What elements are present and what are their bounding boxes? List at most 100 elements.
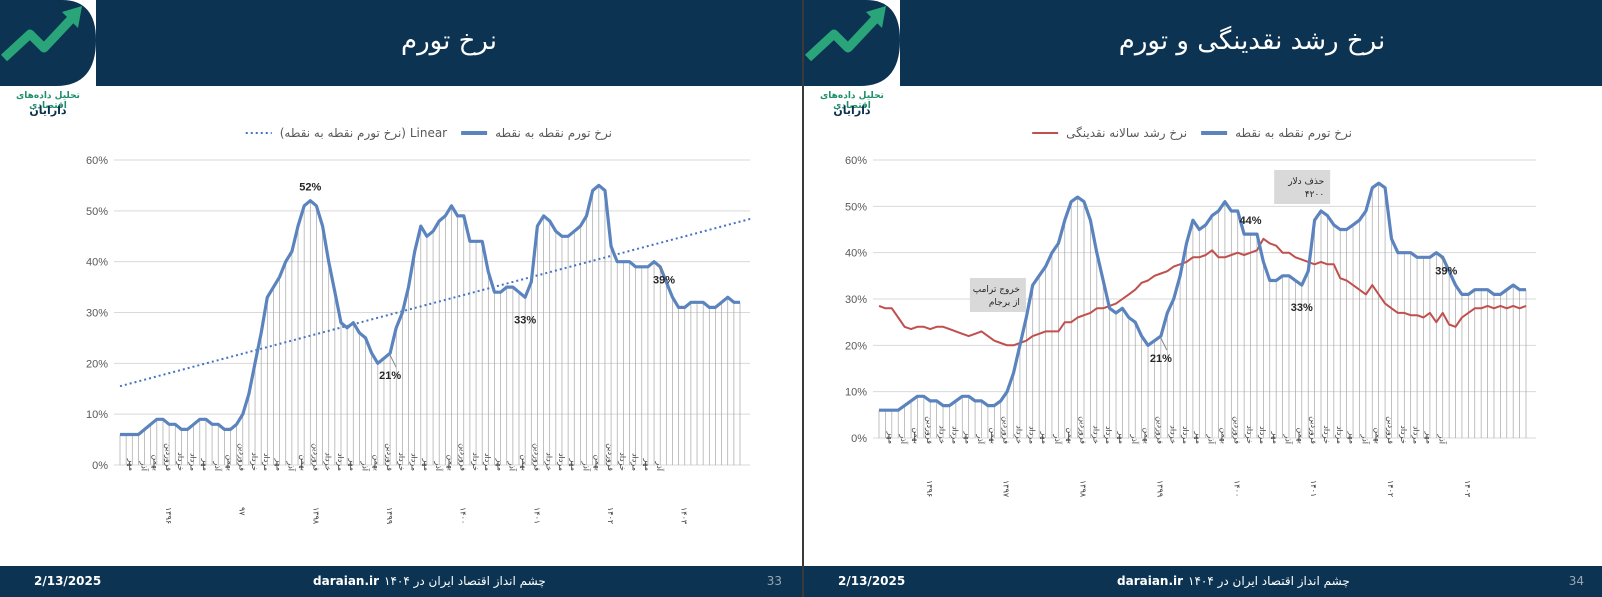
- x-tick-label: خرداد: [1399, 425, 1408, 444]
- x-tick-label: خرداد: [1091, 425, 1100, 444]
- logo-tagline: تحلیل داده‌های اقتصادی: [16, 91, 80, 111]
- y-tick-label: 60%: [86, 155, 108, 167]
- x-year-label: ۱۳۹۹: [1155, 480, 1164, 497]
- x-tick-label: مهر: [1271, 431, 1280, 444]
- x-tick-label: فروردین: [238, 443, 247, 471]
- y-tick-label: 10%: [845, 387, 867, 399]
- x-year-label: ۱۳۹۶: [925, 480, 934, 497]
- x-tick-label: خرداد: [324, 452, 333, 471]
- x-tick-label: مرداد: [1181, 426, 1190, 444]
- x-tick-label: مرداد: [189, 453, 198, 471]
- x-tick-label: آذر: [287, 460, 297, 471]
- x-tick-label: فروردین: [459, 443, 468, 471]
- callout-line-2: از برجام: [989, 298, 1020, 308]
- x-year-label: ۱۳۹۸: [1079, 480, 1088, 498]
- liquidity-growth-series-line: [878, 237, 1527, 347]
- x-year-label: ۱۴۰۲: [1386, 480, 1395, 497]
- y-tick-label: 30%: [845, 294, 867, 306]
- x-tick-label: آذر: [1360, 433, 1370, 444]
- x-tick-label: آذر: [139, 460, 149, 471]
- y-tick-label: 60%: [845, 155, 867, 167]
- callout-line-1: حذف دلار: [1287, 177, 1324, 187]
- x-tick-label: فروردین: [1155, 416, 1164, 444]
- x-year-label: ۱۳۹۹: [385, 507, 394, 524]
- x-tick-label: خرداد: [545, 452, 554, 471]
- x-tick-label: مرداد: [410, 453, 419, 471]
- x-tick-label: آذر: [899, 433, 909, 444]
- x-tick-label: فروردین: [1309, 416, 1318, 444]
- legend-label: Linear (نرخ تورم نقطه به نقطه): [280, 126, 447, 141]
- inflation-series-line: [120, 183, 740, 437]
- data-label: 33%: [514, 314, 536, 326]
- data-label: 52%: [299, 182, 321, 194]
- x-tick-label: مهر: [643, 458, 652, 471]
- x-year-label: ۱۴۰۱: [1309, 480, 1318, 497]
- x-year-label: ۹۷: [238, 507, 247, 516]
- callout-box: خروج ترامپ از برجام: [969, 278, 1026, 312]
- x-tick-label: خرداد: [471, 452, 480, 471]
- data-label: 33%: [1291, 302, 1313, 314]
- x-tick-label: خرداد: [1168, 425, 1177, 444]
- header-bar: نرخ تورم: [96, 0, 802, 86]
- x-tick-label: آذر: [655, 460, 665, 471]
- x-tick-label: فروردین: [385, 443, 394, 471]
- annotation-leader: [1160, 337, 1168, 351]
- callout-background: [969, 278, 1026, 312]
- x-tick-label: مهر: [886, 431, 895, 444]
- x-year-label: ۱۴۰۰: [1232, 480, 1241, 497]
- x-tick-label: مرداد: [262, 453, 271, 471]
- x-tick-label: آذر: [1053, 433, 1063, 444]
- x-tick-label: بهمن: [373, 454, 382, 471]
- x-tick-label: فروردین: [606, 443, 615, 471]
- x-tick-label: آذر: [1207, 433, 1217, 444]
- x-tick-label: خرداد: [1245, 425, 1254, 444]
- x-year-label: ۱۴۰۲: [606, 507, 615, 524]
- x-tick-label: فروردین: [925, 416, 934, 444]
- x-tick-label: مرداد: [1027, 426, 1036, 444]
- x-tick-label: خرداد: [176, 452, 185, 471]
- data-label: 21%: [1150, 353, 1172, 365]
- footer-site-link[interactable]: daraian.ir: [313, 574, 380, 588]
- y-tick-label: 50%: [845, 201, 867, 213]
- y-tick-label: 20%: [845, 340, 867, 352]
- data-label: 39%: [1435, 266, 1457, 278]
- x-tick-label: مرداد: [336, 453, 345, 471]
- x-tick-label: آذر: [508, 460, 518, 471]
- x-tick-label: خرداد: [618, 452, 627, 471]
- x-tick-label: مهر: [1194, 431, 1203, 444]
- x-year-label: ۱۴۰۳: [680, 507, 689, 525]
- x-tick-label: فروردین: [532, 443, 541, 471]
- x-tick-label: بهمن: [1373, 427, 1382, 444]
- x-tick-label: مرداد: [557, 453, 566, 471]
- x-tick-label: خرداد: [250, 452, 259, 471]
- inflation-chart: 0%10%20%30%40%50%60%مهر آذر بهمن فروردین خرد…: [86, 126, 753, 525]
- x-tick-label: فروردین: [1386, 416, 1395, 444]
- footer-site-link[interactable]: daraian.ir: [1117, 574, 1184, 588]
- data-label: 39%: [653, 275, 675, 287]
- y-tick-label: 0%: [851, 433, 867, 445]
- logo-arrow-icon: [0, 0, 96, 86]
- slide-inflation: تحلیل داده‌های اقتصادی دارایان نرخ تورم …: [0, 0, 802, 597]
- y-tick-label: 0%: [92, 460, 108, 472]
- footer-bar: 2/13/2025 daraian.ir چشم انداز اقتصاد ای…: [0, 566, 802, 597]
- x-tick-label: آذر: [360, 460, 370, 471]
- x-tick-label: فروردین: [1079, 416, 1088, 444]
- x-tick-label: مهر: [1117, 431, 1126, 444]
- logo-name: دارایان: [833, 104, 871, 117]
- x-year-label: ۱۴۰۰: [459, 507, 468, 524]
- x-tick-label: مهر: [1348, 431, 1357, 444]
- legend-label: نرخ تورم نقطه به نقطه: [1235, 126, 1352, 141]
- y-tick-label: 30%: [86, 308, 108, 320]
- x-tick-label: مرداد: [950, 426, 959, 444]
- x-tick-label: مهر: [1425, 431, 1434, 444]
- page-number: 34: [1568, 574, 1584, 588]
- x-tick-label: بهمن: [520, 454, 529, 471]
- x-year-label: ۱۴۰۳: [1463, 480, 1472, 498]
- page-number: 33: [766, 574, 782, 588]
- callout-background: [1274, 170, 1331, 204]
- callout-box: حذف دلار ۴۲۰۰: [1274, 170, 1331, 204]
- slide-title: نرخ تورم: [401, 26, 497, 56]
- y-tick-label: 40%: [86, 257, 108, 269]
- footer-caption: چشم انداز اقتصاد ایران در ۱۴۰۴: [1188, 574, 1350, 588]
- x-tick-label: خرداد: [938, 425, 947, 444]
